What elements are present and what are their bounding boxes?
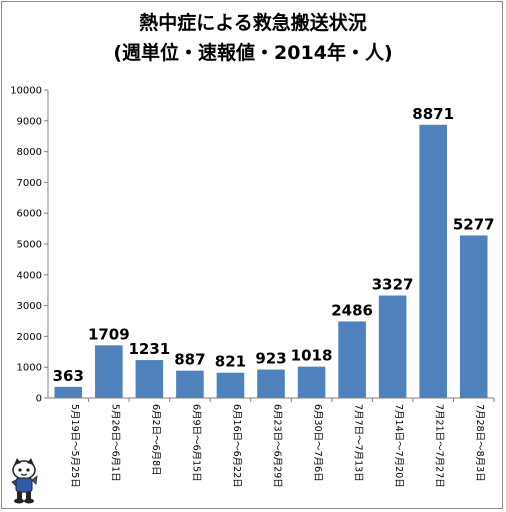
bar: [54, 386, 83, 398]
y-tick-label: 9000: [17, 116, 42, 127]
data-label: 8871: [412, 105, 454, 123]
x-tick-label: 6月16日～6月22日: [231, 404, 242, 488]
x-tick-label: 7月14日～7月20日: [393, 404, 404, 488]
y-tick-label: 1000: [17, 363, 42, 374]
x-tick-label: 6月23日～6月29日: [272, 404, 283, 488]
x-tick-label: 6月30日～7月6日: [312, 404, 323, 482]
y-tick-label: 6000: [17, 209, 42, 220]
x-tick-label: 7月7日～7月13日: [353, 404, 364, 482]
y-tick-label: 10000: [10, 86, 42, 97]
data-label: 887: [174, 351, 205, 369]
y-tick-label: 2000: [17, 332, 42, 343]
y-tick-label: 7000: [17, 178, 42, 189]
data-label: 3327: [372, 276, 414, 294]
y-tick-label: 0: [36, 394, 42, 405]
x-tick-label: 6月9日～6月15日: [190, 404, 201, 482]
bar: [378, 295, 407, 398]
bar: [297, 366, 326, 398]
x-tick-label: 7月21日～7月27日: [434, 404, 445, 488]
data-label: 2486: [331, 301, 373, 319]
data-label: 923: [255, 350, 286, 368]
data-label: 1018: [291, 347, 333, 365]
chart-title-line-1: 熱中症による救急搬送状況: [139, 12, 367, 34]
data-label: 821: [215, 353, 246, 371]
bar: [216, 372, 245, 398]
x-tick-label: 5月26日～6月1日: [109, 404, 120, 482]
bar: [419, 124, 447, 399]
bar: [338, 321, 366, 398]
data-label: 5277: [453, 215, 495, 233]
bar: [95, 345, 123, 398]
y-tick-label: 5000: [17, 240, 42, 251]
bar: [176, 370, 204, 398]
bar: [459, 235, 488, 398]
chart-title-line-2: (週単位・速報値・2014年・人): [113, 42, 393, 64]
data-label: 1231: [128, 340, 170, 358]
y-tick-label: 3000: [17, 301, 42, 312]
x-tick-label: 6月2日～6月8日: [150, 404, 161, 476]
bar: [257, 369, 285, 398]
y-tick-label: 8000: [17, 147, 42, 158]
bar: [135, 360, 164, 398]
x-tick-label: 5月19日～5月25日: [69, 404, 80, 488]
x-tick-label: 7月28日～8月3日: [474, 404, 485, 482]
x-axis: 5月19日～5月25日 5月26日～6月1日 6月2日～6月8日 6月9日～6月15日…: [48, 397, 495, 488]
y-tick-label: 4000: [17, 270, 42, 281]
y-axis: 0 1000 2000 3000 4000 5000 6000 7000 8000 9000 100…: [10, 86, 49, 405]
data-label: 363: [53, 367, 84, 385]
mascot-icon: [11, 458, 38, 504]
data-label: 1709: [88, 325, 130, 343]
